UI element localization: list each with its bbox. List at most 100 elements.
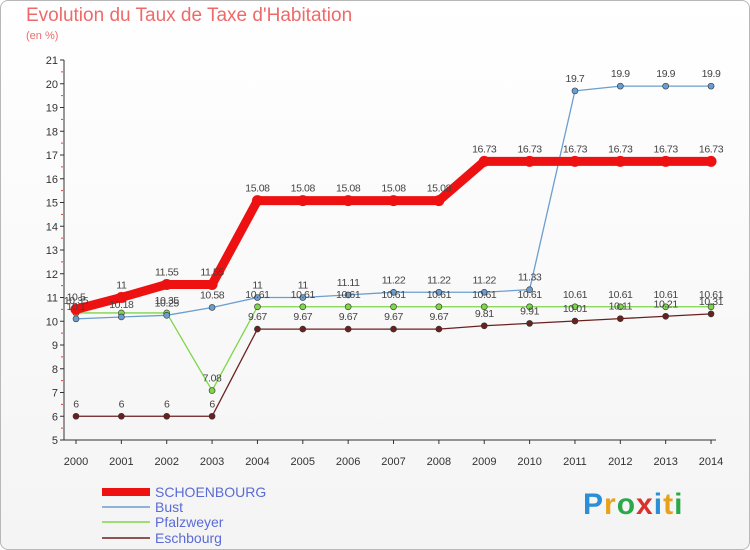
- y-tick-label: 9: [52, 340, 58, 352]
- data-label: 10.61: [563, 289, 588, 301]
- data-point: [435, 303, 443, 311]
- data-label: 11: [116, 280, 127, 292]
- data-label: 9.81: [475, 308, 494, 320]
- data-label: 19.9: [611, 68, 630, 80]
- data-label: 10.61: [608, 289, 633, 301]
- data-point: [342, 195, 354, 207]
- y-tick-label: 11: [47, 293, 58, 305]
- data-point: [344, 303, 352, 311]
- data-label: 6: [209, 398, 215, 410]
- data-label: 11: [252, 280, 263, 292]
- y-tick-label: 20: [46, 79, 58, 91]
- data-point: [251, 195, 263, 207]
- data-label: 11.33: [518, 272, 542, 284]
- x-tick-label: 2001: [109, 456, 133, 468]
- data-point: [254, 294, 261, 301]
- x-tick-label: 2013: [653, 456, 677, 468]
- data-label: 19.9: [656, 68, 675, 80]
- data-point: [571, 317, 579, 325]
- data-point: [344, 325, 352, 333]
- data-point: [707, 310, 715, 318]
- x-tick-label: 2000: [64, 456, 88, 468]
- y-tick-label: 8: [52, 364, 58, 376]
- data-point: [344, 291, 352, 299]
- y-tick-label: 12: [46, 269, 58, 281]
- data-label: 10.35: [64, 295, 89, 307]
- data-point: [435, 325, 443, 333]
- data-point: [115, 292, 127, 303]
- x-tick-label: 2006: [336, 456, 360, 468]
- y-tick-label: 6: [52, 411, 58, 423]
- data-point: [480, 303, 488, 311]
- data-label: 11.22: [427, 274, 451, 286]
- data-point: [118, 313, 125, 321]
- data-point: [72, 315, 80, 323]
- data-point: [707, 303, 715, 311]
- data-point: [571, 87, 579, 95]
- y-tick-label: 17: [46, 150, 58, 162]
- data-point: [480, 288, 488, 296]
- y-tick-label: 5: [52, 435, 58, 447]
- x-tick-label: 2007: [381, 456, 405, 468]
- x-tick-label: 2005: [291, 456, 315, 468]
- data-point: [662, 312, 669, 320]
- data-label: 15.08: [291, 183, 316, 195]
- data-point: [390, 303, 397, 311]
- data-label: 10.61: [472, 289, 497, 301]
- data-label: 16.73: [472, 143, 497, 155]
- data-label: 10.1: [67, 301, 86, 313]
- legend-label: Bust: [155, 499, 183, 515]
- data-label: 10.61: [699, 289, 724, 301]
- data-point: [571, 303, 579, 311]
- data-label: 10.58: [200, 289, 225, 301]
- data-point: [478, 155, 490, 167]
- data-label: 6: [164, 398, 170, 410]
- data-point: [524, 155, 536, 167]
- data-label: 19.7: [566, 73, 585, 85]
- data-point: [617, 303, 624, 311]
- data-label: 10.21: [654, 298, 679, 310]
- data-point: [662, 303, 669, 311]
- data-label: 6: [73, 398, 79, 410]
- data-label: 9.67: [429, 311, 448, 323]
- data-label: 10.61: [654, 289, 679, 301]
- data-label: 10.61: [381, 289, 406, 301]
- data-point: [208, 412, 216, 420]
- data-point: [660, 155, 672, 167]
- data-label: 16.73: [517, 143, 542, 155]
- y-tick-label: 10: [46, 316, 58, 328]
- x-tick-label: 2011: [563, 456, 587, 468]
- logo-letter: x: [636, 488, 654, 521]
- y-tick-label: 19: [46, 103, 58, 115]
- data-label: 9.91: [520, 305, 539, 317]
- data-point: [297, 195, 309, 207]
- data-point: [617, 82, 624, 90]
- data-label: 9.67: [339, 311, 358, 323]
- x-tick-label: 2012: [608, 456, 632, 468]
- data-point: [208, 304, 216, 311]
- data-label: 11.22: [382, 274, 406, 286]
- data-label: 15.08: [245, 183, 270, 195]
- data-label: 16.73: [654, 143, 679, 155]
- data-label: 11.55: [155, 266, 179, 278]
- data-point: [299, 325, 307, 333]
- data-label: 10.61: [427, 289, 452, 301]
- x-tick-label: 2010: [517, 456, 541, 468]
- data-point: [433, 195, 445, 207]
- data-point: [662, 82, 669, 90]
- data-label: 16.73: [563, 143, 588, 155]
- data-label: 11.55: [200, 266, 224, 278]
- data-label: 10.25: [155, 297, 180, 309]
- data-label: 19.9: [702, 68, 721, 80]
- legend-label: Eschbourg: [155, 530, 222, 546]
- data-point: [163, 312, 171, 319]
- data-point: [299, 303, 307, 311]
- data-point: [254, 303, 261, 311]
- data-point: [480, 322, 488, 330]
- logo-letter: i: [674, 488, 684, 521]
- x-tick-label: 2002: [154, 456, 178, 468]
- x-tick-label: 2003: [200, 456, 224, 468]
- data-label: 10.31: [699, 296, 724, 308]
- data-label: 11: [298, 280, 309, 292]
